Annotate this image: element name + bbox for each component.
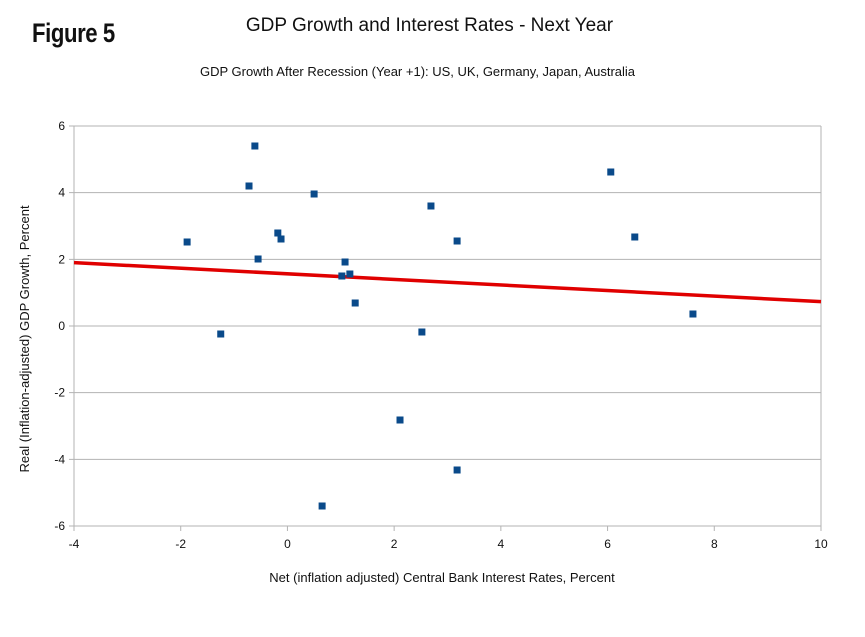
chart-subtitle: GDP Growth After Recession (Year +1): US… [199,64,636,79]
x-tick-labels: -4 -2 0 2 4 6 8 10 [69,537,828,551]
data-point [631,233,639,241]
data-point [274,229,282,237]
x-axis-title: Net (inflation adjusted) Central Bank In… [269,570,615,585]
trendline-group [73,260,822,304]
data-point [351,299,359,307]
data-point [338,272,346,280]
figure-label: Figure 5 [32,18,115,48]
data-point [689,310,697,318]
data-point [245,182,253,190]
data-point [277,235,285,243]
data-points [183,142,697,510]
data-point [183,238,191,246]
y-tick-label: -4 [54,452,65,466]
y-tick-label: 2 [58,252,65,266]
y-tick-label: -2 [54,386,65,400]
data-point [318,502,326,510]
y-tick-label: 0 [58,319,65,333]
data-point [396,416,404,424]
x-tick-label: -4 [69,537,80,551]
data-point [310,190,318,198]
data-point [251,142,259,150]
data-point [427,202,435,210]
data-point [254,255,262,263]
data-point [341,258,349,266]
data-point [453,237,461,245]
chart-title-wrap: GDP Growth and Interest Rates - Next Yea… [0,15,865,37]
x-tick-label: -2 [175,537,186,551]
data-point [607,168,615,176]
data-point [453,466,461,474]
gridlines [69,125,821,527]
y-tick-label: 4 [58,186,65,200]
x-tick-label: 10 [814,537,828,551]
data-point [346,270,354,278]
y-axis-title: Real (Inflation-adjusted) GDP Growth, Pe… [17,205,32,472]
data-point [418,328,426,336]
chart-title: GDP Growth and Interest Rates - Next Yea… [245,15,614,36]
x-tick-label: 6 [604,537,611,551]
x-tick-label: 4 [498,537,505,551]
axes [73,126,822,531]
chart-subtitle-wrap: GDP Growth After Recession (Year +1): US… [0,64,865,79]
y-tick-label: 6 [58,119,65,133]
x-tick-label: 0 [284,537,291,551]
data-point [217,330,225,338]
y-tick-labels: -6 -4 -2 0 2 4 6 [54,119,65,533]
y-tick-label: -6 [54,519,65,533]
x-tick-label: 8 [711,537,718,551]
x-tick-label: 2 [391,537,398,551]
trendline [73,260,822,304]
